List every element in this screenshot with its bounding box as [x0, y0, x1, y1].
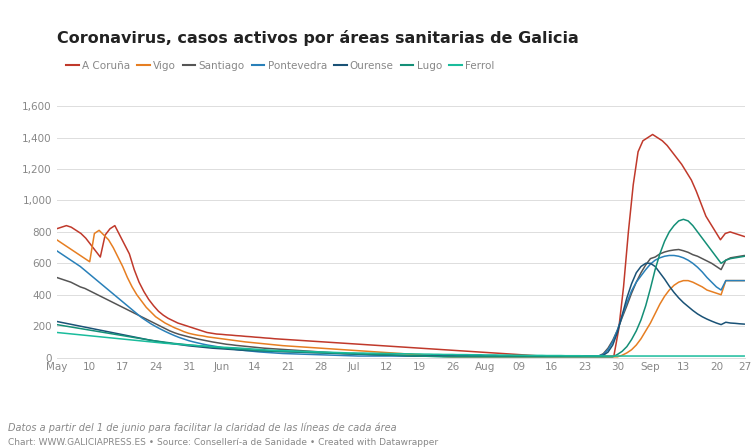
Text: Chart: WWW.GALICIAPRESS.ES • Source: Consellerí­a de Sanidade • Created with Dat: Chart: WWW.GALICIAPRESS.ES • Source: Con… [8, 438, 438, 447]
Text: Coronavirus, casos activos por áreas sanitarias de Galicia: Coronavirus, casos activos por áreas san… [57, 30, 578, 46]
Legend: A Coruña, Vigo, Santiago, Pontevedra, Ourense, Lugo, Ferrol: A Coruña, Vigo, Santiago, Pontevedra, Ou… [62, 57, 498, 75]
Text: Datos a partir del 1 de junio para facilitar la claridad de las líneas de cada á: Datos a partir del 1 de junio para facil… [8, 422, 396, 433]
